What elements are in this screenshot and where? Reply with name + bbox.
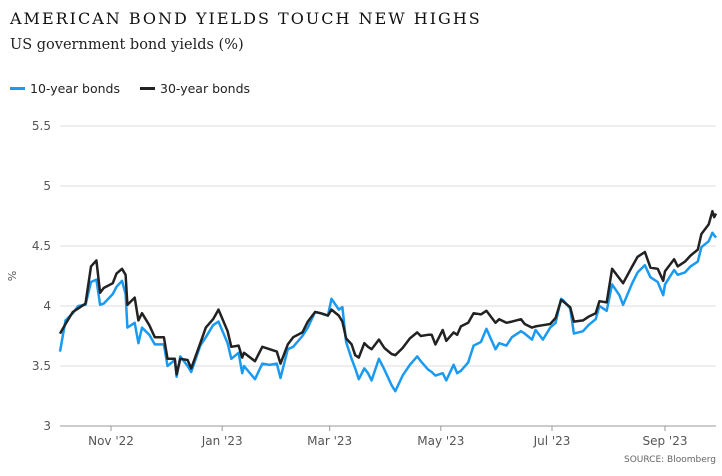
y-axis-label: % — [6, 271, 19, 281]
legend-label-10-year: 10-year bonds — [30, 81, 121, 96]
chart-title: AMERICAN BOND YIELDS TOUCH NEW HIGHS — [10, 9, 482, 28]
series-line-30-year — [58, 209, 718, 376]
series-lines — [58, 209, 718, 393]
x-tick-label: Jul '23 — [533, 434, 571, 448]
source-note: SOURCE: Bloomberg — [623, 455, 716, 465]
x-tick-label: May '23 — [417, 434, 464, 448]
legend-item-10-year: 10-year bonds — [10, 81, 120, 96]
y-tick-label: 3.5 — [32, 359, 51, 373]
legend-item-30-year: 30-year bonds — [140, 81, 250, 96]
legend-swatch-30-year — [140, 87, 156, 90]
y-tick-label: 4 — [43, 299, 51, 313]
y-tick-label: 3 — [43, 419, 51, 433]
x-axis-ticks: Nov '22 Jan '23 Mar '23 May '23 Jul '23 Sep '… — [88, 426, 687, 448]
y-tick-label: 5.5 — [32, 119, 51, 133]
x-tick-label: Nov '22 — [88, 434, 134, 448]
series-line-10-year — [58, 231, 717, 393]
x-tick-label: Sep '23 — [642, 434, 687, 448]
y-axis-ticks: 3 3.5 4 4.5 5 5.5 — [32, 119, 51, 433]
chart-subtitle: US government bond yields (%) — [10, 37, 244, 53]
x-tick-label: Mar '23 — [307, 434, 352, 448]
y-tick-label: 5 — [43, 179, 51, 193]
x-tick-label: Jan '23 — [201, 434, 243, 448]
legend: 10-year bonds 30-year bonds — [10, 81, 270, 96]
y-tick-label: 4.5 — [32, 239, 51, 253]
legend-label-30-year: 30-year bonds — [160, 81, 251, 96]
legend-swatch-10-year — [10, 87, 25, 90]
